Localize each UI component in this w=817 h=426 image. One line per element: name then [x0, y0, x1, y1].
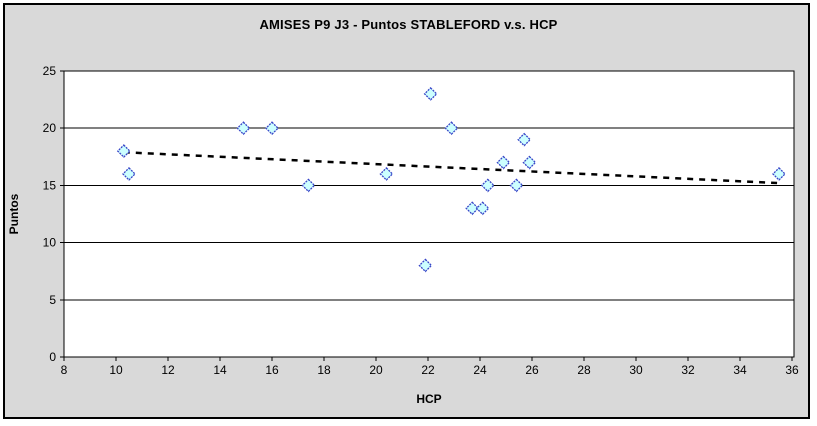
trendline — [123, 150, 780, 185]
x-axis-title: HCP — [416, 392, 442, 406]
data-point-marker — [465, 201, 480, 216]
x-tick-label: 26 — [525, 363, 539, 377]
data-point-marker — [517, 132, 532, 147]
y-tick-label: 20 — [43, 121, 57, 135]
data-point-marker — [480, 178, 495, 193]
data-point-marker — [379, 167, 394, 181]
x-tick-label: 34 — [733, 363, 747, 377]
data-point-marker — [522, 155, 537, 170]
data-point-marker — [236, 121, 251, 136]
x-tick-label: 14 — [213, 363, 227, 377]
data-point-marker — [444, 121, 459, 136]
data-point-marker — [496, 155, 511, 170]
chart-title: AMISES P9 J3 - Puntos STABLEFORD v.s. HC… — [259, 17, 558, 32]
x-tick-label: 28 — [577, 363, 591, 377]
plot-background — [63, 70, 795, 358]
data-point-marker — [509, 178, 524, 193]
x-tick-label: 22 — [421, 363, 435, 377]
data-point-marker — [475, 201, 490, 216]
data-point-marker — [423, 86, 438, 101]
x-tick-label: 18 — [317, 363, 331, 377]
data-point-marker — [116, 144, 131, 158]
x-tick-label: 24 — [473, 363, 487, 377]
y-tick-label: 10 — [43, 236, 57, 250]
x-tick-label: 10 — [109, 363, 123, 377]
y-tick-label: 25 — [43, 64, 57, 78]
x-tick-label: 20 — [369, 363, 383, 377]
x-tick-label: 8 — [61, 363, 68, 377]
data-point-marker — [122, 167, 136, 181]
data-point-marker — [772, 167, 786, 181]
y-tick-label: 5 — [49, 293, 56, 307]
x-tick-label: 12 — [161, 363, 175, 377]
y-tick-label: 0 — [49, 350, 56, 364]
x-tick-label: 30 — [629, 363, 643, 377]
data-point-marker — [301, 178, 316, 193]
y-axis-title: Puntos — [7, 193, 21, 235]
data-point-marker — [265, 121, 279, 136]
x-tick-label: 36 — [785, 363, 799, 377]
data-point-marker — [418, 258, 433, 273]
x-tick-label: 32 — [681, 363, 695, 377]
x-tick-label: 16 — [265, 363, 279, 377]
y-tick-label: 15 — [43, 178, 57, 192]
